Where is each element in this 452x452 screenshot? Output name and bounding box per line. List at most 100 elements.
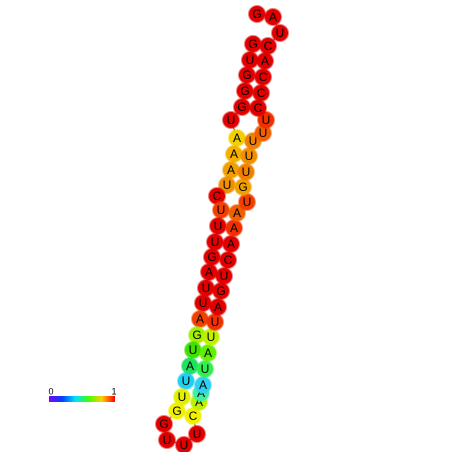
nucleotide-label: U [262,113,271,127]
nucleotide-label: U [227,113,236,127]
nucleotide: C [252,84,270,102]
nucleotide: A [199,344,217,362]
nucleotide: A [194,376,212,394]
scale-max: 1 [111,386,116,396]
nucleotide: A [228,204,246,222]
nucleotide: U [188,425,206,443]
nucleotide-label: C [254,101,263,115]
nucleotide: U [271,24,289,42]
nucleotide: U [215,267,233,285]
nucleotide-label: A [261,54,269,68]
nucleotide-label: G [159,417,168,431]
nucleotide-label: G [192,328,201,342]
nucleotide-label: U [249,134,258,148]
nucleotide-label: U [259,126,268,140]
nucleotides: GUGGGUAAAUCUUUGAUUAGUAUUGGUUUCAAAUAUUAGU… [155,5,289,452]
nucleotide-label: A [230,147,238,161]
nucleotide: A [256,52,274,70]
nucleotide: U [222,111,240,129]
nucleotide-label: U [211,315,220,329]
nucleotide: C [184,407,202,425]
nucleotide-label: A [205,265,213,279]
nucleotide: U [177,372,195,390]
nucleotide: U [202,328,220,346]
nucleotide: G [234,178,252,196]
nucleotide-label: A [196,312,204,326]
nucleotide-label: U [223,178,232,192]
nucleotide-label: C [264,39,273,53]
nucleotide-label: A [227,237,235,251]
nucleotide: A [191,310,209,328]
nucleotide: G [155,415,173,433]
color-scale [49,396,115,402]
nucleotide-label: U [163,433,172,447]
nucleotide-label: U [246,53,255,67]
nucleotide: G [168,402,186,420]
nucleotide-label: G [242,68,251,82]
nucleotide-label: U [211,235,220,249]
nucleotide: G [244,35,262,53]
nucleotide-label: U [182,374,191,388]
nucleotide-label: G [216,284,225,298]
nucleotide: U [197,279,215,297]
nucleotide-label: U [217,203,226,217]
nucleotide: U [184,341,202,359]
nucleotide-label: A [269,10,277,24]
nucleotide-label: G [240,84,249,98]
nucleotide-label: G [248,37,257,51]
nucleotide-label: U [207,330,216,344]
nucleotide: U [206,313,224,331]
nucleotide-label: U [214,219,223,233]
nucleotide: C [254,68,272,86]
nucleotide: C [259,37,277,55]
nucleotide: U [158,431,176,449]
nucleotide-label: G [237,100,246,114]
nucleotide: G [236,82,254,100]
nucleotide-label: A [195,395,203,409]
nucleotide-label: A [204,346,212,360]
nucleotide: G [238,66,256,84]
nucleotide-circle [259,37,277,55]
scale-min: 0 [48,386,53,396]
nucleotide: U [241,51,259,69]
nucleotide: A [222,235,240,253]
nucleotide-label: U [201,362,210,376]
nucleotide-circle [222,111,240,129]
nucleotide: A [209,298,227,316]
nucleotide-label: A [186,359,194,373]
nucleotide-label: C [257,86,266,100]
nucleotide-label: U [178,390,187,404]
nucleotide: U [237,163,255,181]
nucleotide: G [248,5,266,23]
nucleotide: A [228,129,246,147]
nucleotide: U [206,233,224,251]
nucleotide: C [208,187,226,205]
nucleotide: U [212,201,230,219]
nucleotide-circle [175,436,193,452]
nucleotide-label: C [189,409,198,423]
nucleotide-circle [188,425,206,443]
nucleotide-label: U [220,269,229,283]
nucleotide-circle [158,431,176,449]
nucleotide: A [222,161,240,179]
nucleotide-label: U [199,296,208,310]
nucleotide-label: A [227,163,235,177]
nucleotide-label: A [214,300,222,314]
nucleotide-label: U [243,195,252,209]
nucleotide-label: U [193,427,202,441]
nucleotide: U [240,147,258,165]
nucleotide-label: A [233,206,241,220]
nucleotide: U [175,436,193,452]
nucleotide: A [200,263,218,281]
nucleotide: A [225,145,243,163]
nucleotide: G [203,248,221,266]
nucleotide-label: U [180,438,189,452]
nucleotide: U [196,360,214,378]
nucleotide-label: C [213,189,222,203]
nucleotide: A [181,357,199,375]
nucleotide: U [209,217,227,235]
nucleotide: A [225,219,243,237]
nucleotide: U [238,193,256,211]
